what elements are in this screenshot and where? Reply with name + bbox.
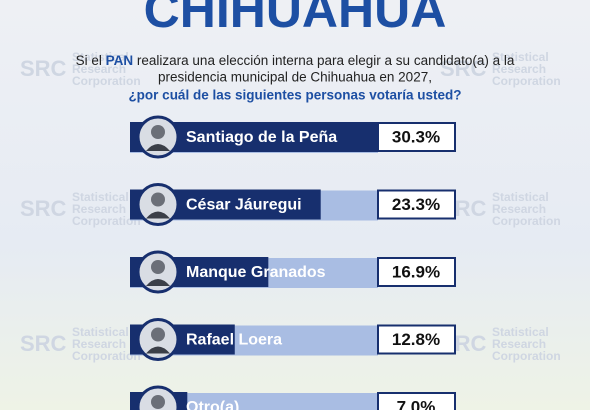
question-rest: realizara una elección interna para eleg…: [137, 53, 515, 68]
watermark-text: Statistical: [492, 50, 549, 64]
watermark-text: Statistical: [72, 190, 129, 204]
category-label: Manque Granados: [186, 264, 326, 281]
watermark-text: Research: [72, 337, 126, 351]
watermark-logo: SRC: [20, 196, 67, 221]
avatar-head: [151, 192, 165, 207]
question-party: PAN: [106, 53, 134, 68]
avatar-body: [146, 346, 170, 354]
value-label: 30.3%: [392, 127, 440, 146]
question-lead: Si el: [76, 53, 102, 68]
avatar-head: [151, 327, 165, 342]
watermark-logo: SRC: [20, 331, 67, 356]
question-ask: ¿por cuál de las siguientes personas vot…: [128, 88, 461, 103]
watermark-text: Statistical: [72, 50, 129, 64]
watermark-text: Research: [492, 337, 546, 351]
category-label: Santiago de la Peña: [186, 129, 337, 146]
value-label: 16.9%: [392, 262, 440, 281]
question-line2: presidencia municipal de Chihuahua en 20…: [158, 70, 432, 85]
avatar-head: [151, 395, 165, 409]
watermark-text: Corporation: [492, 349, 561, 363]
avatar-head: [151, 260, 165, 274]
watermark-text: Statistical: [492, 325, 549, 339]
watermark-text: Corporation: [492, 74, 561, 88]
watermark-text: Research: [72, 202, 126, 216]
watermark-text: Statistical: [72, 325, 129, 339]
value-box: [377, 122, 456, 152]
watermark-text: Research: [492, 62, 546, 76]
avatar-body: [146, 144, 170, 151]
watermark-text: Corporation: [492, 214, 561, 228]
category-label: César Jáuregui: [186, 197, 302, 214]
watermark-text: Research: [72, 62, 126, 76]
watermark-text: Research: [492, 202, 546, 216]
value-box: [377, 392, 456, 410]
category-label: Rafael Loera: [186, 332, 282, 349]
value-label: 12.8%: [392, 330, 440, 349]
question-line1: Si el PAN realizara una elección interna…: [76, 53, 515, 68]
avatar-body: [146, 211, 170, 219]
avatar-head: [151, 125, 165, 139]
watermark-text: Corporation: [72, 214, 141, 228]
value-box: [377, 257, 456, 287]
avatar-body: [146, 279, 170, 286]
value-box: [377, 189, 456, 220]
watermark-logo: SRC: [20, 56, 67, 81]
value-label: 23.3%: [392, 195, 440, 214]
bar-track: [130, 393, 378, 410]
watermark-logo: SRC: [440, 56, 487, 81]
category-label: Otro(a): [186, 399, 239, 410]
watermark-text: Corporation: [72, 74, 141, 88]
chart-title: CHIHUAHUA: [144, 0, 447, 38]
value-box: [377, 324, 456, 355]
watermark-text: Corporation: [72, 349, 141, 363]
watermark-text: Statistical: [492, 190, 549, 204]
value-label: 7.0%: [397, 397, 436, 410]
